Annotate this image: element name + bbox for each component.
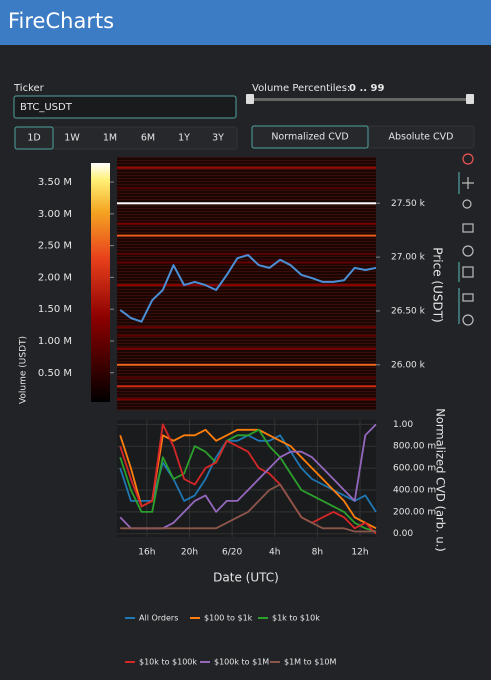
- tool-icon[interactable]: [462, 293, 474, 302]
- colorbar-tick-label: 2.50 M: [38, 241, 72, 252]
- y-tick-label: 400.00 m: [393, 485, 436, 495]
- cvd-mode-button[interactable]: Absolute CVD: [389, 132, 454, 143]
- heatmap-level: [117, 363, 376, 366]
- tool-icon[interactable]: [462, 199, 472, 209]
- timeframe-group: [14, 126, 238, 150]
- data-line: [119, 423, 377, 535]
- percentiles-label: Volume Percentiles:: [252, 83, 350, 94]
- x-tick-label: 4h: [269, 548, 280, 558]
- ticker-value: BTC_USDT: [20, 102, 73, 113]
- heatmap-level: [117, 334, 376, 337]
- timeframe-active: [14, 126, 54, 150]
- slider-track: [252, 98, 470, 101]
- x-tick-label: 20h: [181, 548, 198, 558]
- y-tick-label: 600.00 m: [393, 464, 436, 474]
- toolbar: [458, 153, 474, 326]
- legend-label: $100k to $1M: [214, 658, 269, 667]
- legend-label: $10k to $100k: [139, 658, 197, 667]
- cvd-mode-button[interactable]: Normalized CVD: [271, 132, 348, 143]
- colorbar-tick-label: 3.50 M: [38, 177, 72, 188]
- heatmap-level: [117, 222, 376, 225]
- timeframe-button[interactable]: 1D: [27, 133, 40, 144]
- heatmap-level: [117, 326, 376, 329]
- tool-icon[interactable]: [462, 223, 474, 233]
- y-tick-label: 0.00: [393, 529, 413, 539]
- legend-label: All Orders: [139, 614, 178, 623]
- cvd-mode-active: [251, 125, 369, 149]
- y-tick-label: 26.50 k: [391, 306, 426, 316]
- x-tick-label: 8h: [312, 548, 323, 558]
- tool-icon[interactable]: [462, 314, 474, 326]
- legend-label: $100 to $1k: [204, 614, 253, 623]
- heatmap-level: [117, 398, 376, 401]
- timeframe-button[interactable]: 1W: [64, 133, 80, 144]
- heatmap-background: [117, 157, 376, 410]
- data-line: [120, 483, 376, 533]
- heatmap-level: [117, 252, 376, 255]
- colorbar-tick-label: 3.00 M: [38, 209, 72, 220]
- slider-handle[interactable]: [466, 94, 474, 104]
- y-tick-label: 800.00 m: [393, 442, 436, 452]
- legend-label: $1M to $10M: [284, 658, 336, 667]
- tool-icon[interactable]: [462, 245, 474, 257]
- colorbar-tick-label: 1.00 M: [38, 336, 72, 347]
- ticker-input[interactable]: [13, 95, 237, 119]
- data-line: [119, 428, 377, 530]
- heatmap-level: [117, 284, 376, 287]
- colorbar-tick-label: 0.50 M: [38, 368, 72, 379]
- slider-handle[interactable]: [246, 94, 254, 104]
- percentiles-range: 0 .. 99: [349, 83, 384, 94]
- x-tick-label: 16h: [138, 548, 155, 558]
- heatmap-level: [117, 385, 376, 388]
- y-axis-label: Normalized CVD (arb. u.): [434, 408, 448, 552]
- colorbar-tick-label: 2.00 M: [38, 272, 72, 283]
- heatmap-level: [117, 347, 376, 350]
- tool-icon[interactable]: [462, 177, 474, 189]
- timeframe-button[interactable]: 3Y: [212, 133, 224, 144]
- y-tick-label: 26.00 k: [391, 360, 426, 370]
- timeframe-button[interactable]: 6M: [141, 133, 155, 144]
- tool-icon[interactable]: [462, 266, 474, 278]
- colorbar-tick-label: 1.50 M: [38, 304, 72, 315]
- x-tick-label: 12h: [351, 548, 368, 558]
- data-line: [119, 428, 377, 533]
- heatmap-level: [117, 261, 376, 264]
- x-tick-label: 6/20: [222, 548, 242, 558]
- tool-icon[interactable]: [462, 153, 474, 165]
- y-axis-label: Price (USDT): [431, 247, 445, 322]
- heatmap-level: [117, 187, 376, 190]
- colorbar: [91, 163, 110, 402]
- heatmap-level: [117, 234, 376, 237]
- timeframe-button[interactable]: 1Y: [178, 133, 190, 144]
- colorbar-label: Volume (USDT): [19, 336, 29, 404]
- data-line: [119, 254, 377, 323]
- header-bar: [0, 0, 491, 45]
- heatmap-level: [117, 166, 376, 169]
- app-title: FireCharts: [8, 9, 114, 33]
- legend-label: $1k to $10k: [272, 614, 320, 623]
- x-axis-label: Date (UTC): [213, 571, 279, 585]
- y-tick-label: 27.00 k: [391, 253, 426, 263]
- heatmap-level: [117, 376, 376, 379]
- y-tick-label: 200.00 m: [393, 507, 436, 517]
- ticker-label: Ticker: [13, 83, 45, 94]
- heatmap-level: [117, 202, 376, 205]
- y-tick-label: 27.50 k: [391, 199, 426, 209]
- timeframe-button[interactable]: 1M: [103, 133, 117, 144]
- y-tick-label: 1.00: [393, 420, 413, 430]
